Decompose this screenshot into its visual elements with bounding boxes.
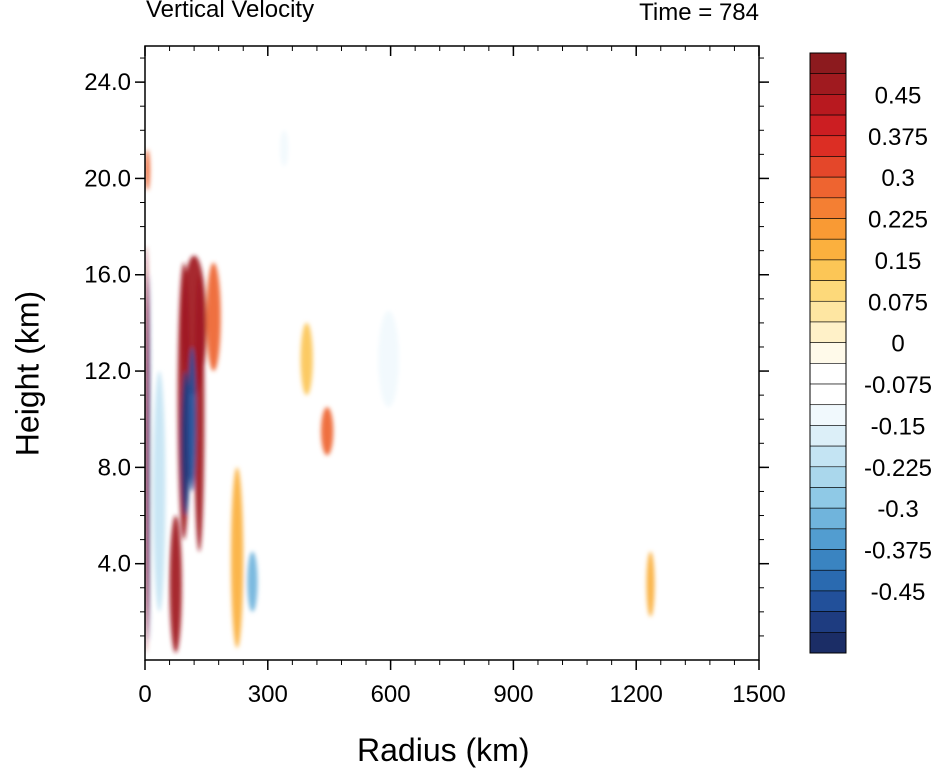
colorbar-label: 0.3: [881, 165, 914, 192]
colorbar-cell: [809, 611, 847, 633]
colorbar-cell: [809, 632, 847, 654]
velocity-feature-16: [280, 130, 289, 167]
colorbar-frame: [809, 52, 847, 654]
y-tick-label: 12.0: [84, 358, 131, 385]
colorbar-label: -0.075: [864, 372, 932, 399]
velocity-feature-9: [206, 262, 221, 372]
colorbar-cell: [809, 176, 847, 199]
velocity-feature-2: [145, 149, 150, 191]
y-tick-label: 16.0: [84, 262, 131, 289]
x-tick-label: 600: [371, 681, 411, 708]
velocity-feature-13: [321, 407, 334, 456]
colorbar-cell: [809, 280, 847, 302]
colorbar-cell: [809, 569, 847, 592]
colorbar-label: -0.15: [871, 413, 926, 440]
y-tick-label: 8.0: [98, 454, 131, 481]
colorbar-cell: [809, 238, 847, 261]
colorbar-label: -0.225: [864, 455, 932, 482]
colorbar-cell: [809, 487, 847, 509]
colorbar-cell: [809, 94, 847, 116]
velocity-feature-11: [230, 467, 244, 648]
velocity-feature-15: [378, 310, 399, 408]
plot-frame: [144, 45, 760, 661]
x-tick-label: 1200: [610, 681, 663, 708]
colorbar-label: -0.3: [877, 496, 918, 523]
colorbar-cell: [809, 300, 847, 323]
velocity-feature-12: [247, 551, 258, 612]
x-tick-label: 0: [138, 681, 151, 708]
colorbar-cell: [809, 342, 847, 364]
y-tick-label: 24.0: [84, 69, 131, 96]
colorbar-label: 0.15: [875, 248, 922, 275]
colorbar-cell: [809, 383, 847, 406]
colorbar-cell: [809, 507, 847, 530]
colorbar-cell: [809, 466, 847, 488]
velocity-feature-14: [300, 322, 313, 396]
colorbar-cell: [809, 528, 847, 550]
x-tick-label: 900: [493, 681, 533, 708]
colorbar-label: -0.375: [864, 538, 932, 565]
colorbar-label: 0.225: [868, 207, 928, 234]
colorbar-label: 0.45: [875, 82, 922, 109]
colorbar-cell: [809, 590, 847, 612]
velocity-feature-3: [169, 515, 182, 653]
velocity-feature-17: [646, 551, 655, 617]
colorbar-cell: [809, 404, 847, 426]
colorbar-label: 0: [891, 331, 904, 358]
colorbar-cell: [809, 363, 847, 385]
colorbar-label: -0.45: [871, 579, 926, 606]
colorbar-cell: [809, 321, 847, 343]
colorbar-cell: [809, 218, 847, 240]
y-tick-label: 20.0: [84, 165, 131, 192]
velocity-feature-1: [147, 274, 150, 641]
colorbar-label: 0.375: [868, 124, 928, 151]
chart-title-left: Vertical Velocity: [146, 0, 315, 23]
plot-area: [145, 46, 759, 660]
colorbar-cell: [809, 425, 847, 447]
x-tick-label: 300: [248, 681, 288, 708]
velocity-feature-7: [194, 274, 205, 552]
colorbar-cell: [809, 73, 847, 95]
velocity-feature-10: [153, 371, 166, 612]
colorbar-label: 0.075: [868, 289, 928, 316]
x-tick-label: 1500: [732, 681, 785, 708]
velocity-feature-0: [145, 245, 149, 653]
colorbar-cell: [809, 135, 847, 157]
y-tick-label: 4.0: [98, 551, 131, 578]
colorbar-cell: [809, 197, 847, 219]
colorbar-cell: [809, 52, 847, 74]
chart-title-right: Time = 784: [639, 0, 759, 26]
colorbar-cell: [809, 156, 847, 178]
colorbar-cell: [809, 445, 847, 468]
velocity-feature-8: [187, 346, 197, 492]
velocity-feature-6: [181, 371, 191, 516]
colorbar-cell: [809, 114, 847, 137]
colorbar-cell: [809, 549, 847, 571]
colorbar-cell: [809, 259, 847, 281]
x-axis-label: Radius (km): [357, 732, 530, 768]
